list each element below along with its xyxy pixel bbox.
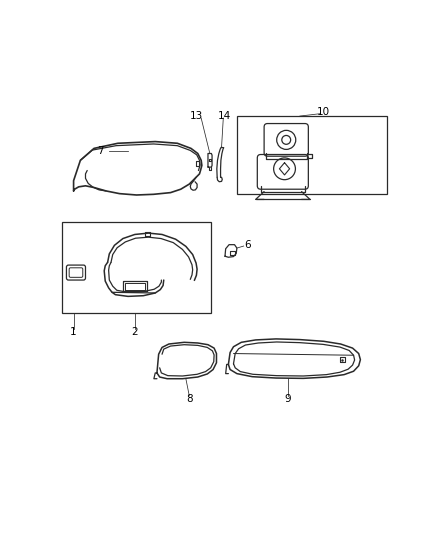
Text: 6: 6: [243, 240, 250, 249]
Bar: [237, 116, 386, 195]
Text: 1: 1: [70, 327, 77, 337]
Text: 9: 9: [284, 394, 290, 404]
Text: 10: 10: [316, 107, 329, 117]
Text: 7: 7: [97, 146, 104, 156]
Text: 14: 14: [217, 111, 230, 121]
Text: 8: 8: [186, 394, 192, 404]
Bar: [61, 222, 211, 313]
Text: 13: 13: [189, 111, 202, 121]
Text: 2: 2: [131, 327, 138, 337]
